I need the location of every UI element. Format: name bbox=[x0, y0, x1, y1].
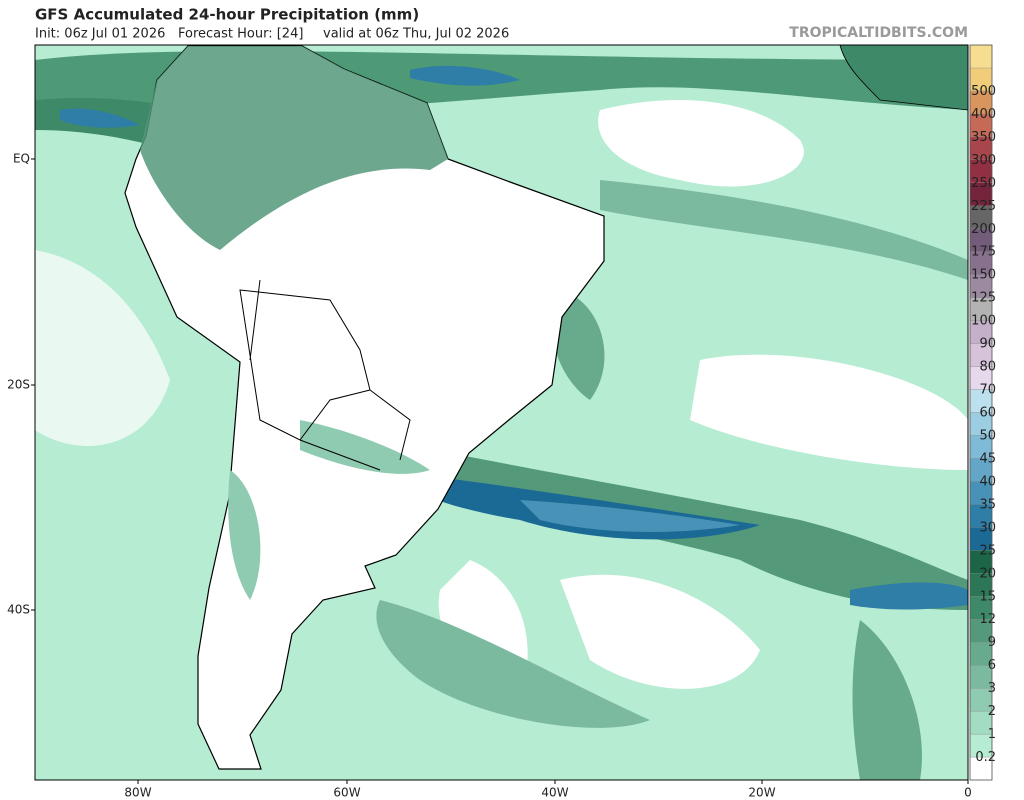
colorbar-cell bbox=[969, 44, 993, 69]
colorbar-label: 60 bbox=[979, 406, 996, 421]
colorbar-label: 250 bbox=[971, 176, 996, 191]
colorbar-label: 70 bbox=[979, 383, 996, 398]
lat-label: EQ bbox=[13, 152, 30, 166]
colorbar-label: 0.2 bbox=[975, 750, 996, 765]
colorbar-label: 25 bbox=[979, 543, 996, 558]
colorbar-label: 90 bbox=[979, 337, 996, 352]
colorbar-label: 150 bbox=[971, 268, 996, 283]
lat-label: 40S bbox=[7, 603, 30, 617]
colorbar-label: 300 bbox=[971, 153, 996, 168]
forecast-hour: Forecast Hour: [24] bbox=[178, 27, 303, 42]
colorbar-label: 40 bbox=[979, 474, 996, 489]
lon-label: 0 bbox=[964, 786, 972, 800]
colorbar-label: 12 bbox=[979, 612, 996, 627]
lat-label: 20S bbox=[7, 378, 30, 392]
map bbox=[35, 45, 968, 780]
colorbar-label: 15 bbox=[979, 589, 996, 604]
colorbar-label: 35 bbox=[979, 497, 996, 512]
init-time: Init: 06z Jul 01 2026 bbox=[35, 27, 165, 42]
colorbar-label: 50 bbox=[979, 428, 996, 443]
colorbar-label: 45 bbox=[979, 451, 996, 466]
lon-label: 20W bbox=[748, 786, 775, 800]
colorbar-label: 20 bbox=[979, 566, 996, 581]
colorbar-label: 30 bbox=[979, 520, 996, 535]
colorbar-label: 350 bbox=[971, 130, 996, 145]
lon-label: 60W bbox=[333, 786, 360, 800]
colorbar-label: 100 bbox=[971, 314, 996, 329]
lon-label: 40W bbox=[541, 786, 568, 800]
colorbar-frame bbox=[969, 44, 993, 781]
colorbar-label: 125 bbox=[971, 291, 996, 306]
lon-label: 80W bbox=[124, 786, 151, 800]
colorbar-label: 175 bbox=[971, 245, 996, 260]
colorbar-label: 200 bbox=[971, 222, 996, 237]
colorbar-label: 400 bbox=[971, 107, 996, 122]
valid-time: valid at 06z Thu, Jul 02 2026 bbox=[323, 27, 509, 42]
map-frame bbox=[34, 44, 969, 781]
colorbar-label: 80 bbox=[979, 360, 996, 375]
colorbar-label: 225 bbox=[971, 199, 996, 214]
site-credit: TROPICALTIDBITS.COM bbox=[789, 25, 968, 41]
colorbar-label: 500 bbox=[971, 84, 996, 99]
title: GFS Accumulated 24-hour Precipitation (m… bbox=[35, 6, 419, 24]
